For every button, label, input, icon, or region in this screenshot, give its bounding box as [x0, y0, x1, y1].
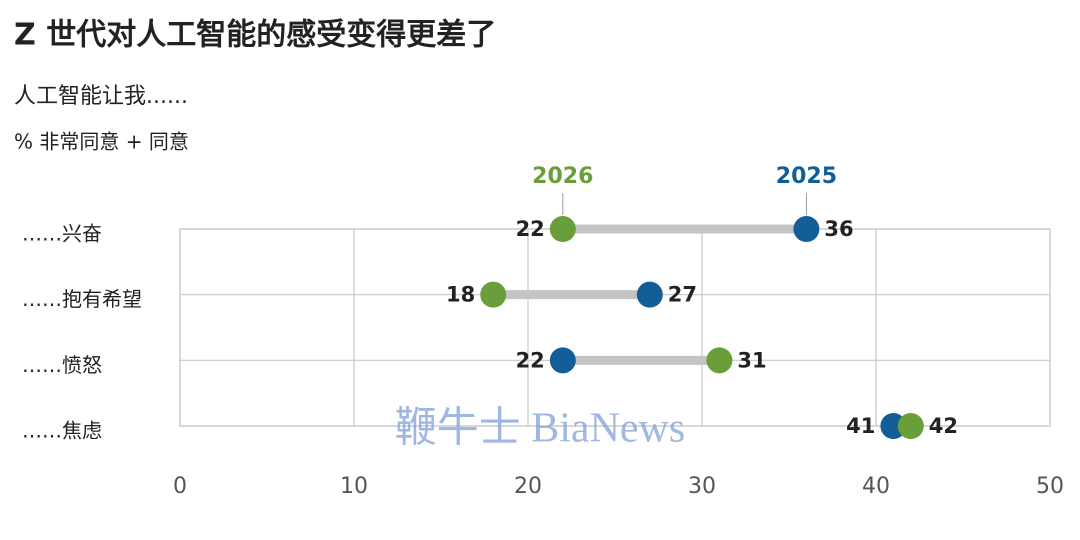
watermark: 鞭牛士 BiaNews — [395, 406, 685, 452]
dot — [636, 281, 663, 308]
x-tick-label: 10 — [340, 474, 368, 499]
plot-frame — [179, 228, 1051, 427]
value-label: 36 — [824, 217, 853, 241]
legend-label: 2026 — [532, 164, 593, 189]
x-tick-label: 40 — [862, 474, 890, 499]
dot — [793, 216, 820, 242]
value-label: 41 — [846, 414, 875, 438]
x-tick-label: 20 — [514, 474, 542, 499]
value-label: 22 — [516, 348, 545, 372]
dot — [549, 347, 576, 374]
value-label: 31 — [737, 348, 766, 372]
x-tick-label: 30 — [688, 474, 716, 499]
y-category-label: ……抱有希望 — [22, 287, 142, 311]
subtitle: 人工智能让我...... — [14, 84, 188, 109]
dot — [549, 216, 576, 242]
legend-label: 2025 — [776, 164, 837, 189]
x-tick-label: 50 — [1036, 474, 1064, 499]
y-category-label: ……兴奋 — [22, 222, 102, 246]
value-label: 18 — [446, 283, 475, 307]
x-tick-label: 0 — [173, 474, 187, 499]
y-category-label: ……愤怒 — [22, 353, 102, 377]
plot: 0 10 20 30 40 50 ……兴奋 ……抱有希望 ……愤怒 ……焦虑 22 36 18 27 22 3… — [22, 164, 1064, 499]
dot — [706, 347, 733, 374]
value-label: 27 — [668, 283, 697, 307]
y-category-label: ……焦虑 — [22, 419, 102, 443]
chart-title: Z 世代对人工智能的感受变得更差了 — [14, 18, 496, 53]
dot — [480, 281, 507, 308]
value-label: 42 — [929, 414, 958, 438]
axis-note: % 非常同意 + 同意 — [14, 130, 189, 154]
value-label: 22 — [516, 217, 545, 241]
dot — [897, 413, 924, 439]
